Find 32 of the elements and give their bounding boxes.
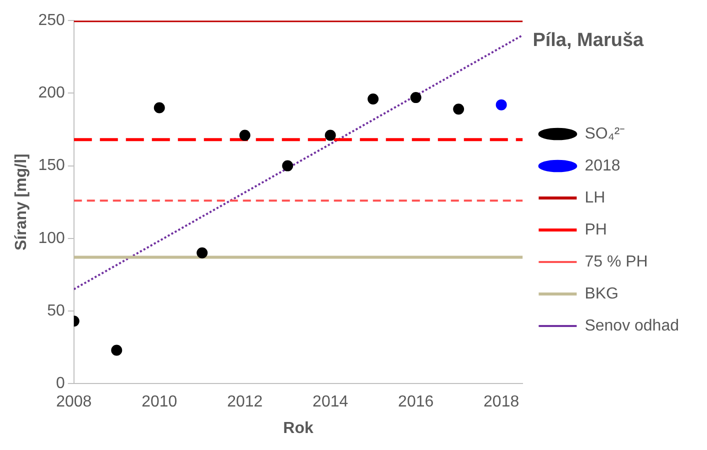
- point: [453, 104, 464, 115]
- point: [368, 94, 379, 105]
- text: Píla, Maruša: [532, 30, 644, 51]
- y-axis-title: Sírany [mg/l]: [13, 154, 30, 251]
- y-tick-label: 100: [38, 230, 65, 247]
- x-tick-label: 2008: [56, 394, 92, 411]
- point: [154, 102, 165, 114]
- y-tick-label: 150: [38, 157, 65, 174]
- x-axis-title: Rok: [283, 420, 314, 437]
- point: [239, 130, 250, 141]
- y-tick-label: 250: [38, 12, 65, 30]
- x-tick-label: 2014: [312, 394, 348, 411]
- legend-label: 75 % PH: [584, 253, 648, 270]
- x-tick-label: 2012: [227, 394, 263, 411]
- x-tick-label: 2016: [398, 394, 434, 411]
- y-tick-label: 200: [38, 84, 65, 102]
- legend-label: Senov odhad: [584, 317, 680, 334]
- legend-label: 2018: [584, 157, 620, 174]
- legend-label: LH: [584, 189, 606, 206]
- point: [324, 130, 336, 141]
- y-tick-label: 0: [56, 375, 65, 392]
- point: [196, 247, 208, 258]
- legend-label: PH: [584, 221, 607, 238]
- y-tick-label: 50: [47, 302, 65, 320]
- point: [496, 99, 507, 110]
- x-tick-label: 2018: [484, 394, 520, 411]
- point: [410, 92, 422, 104]
- legend-label: SO₄²⁻: [584, 125, 625, 142]
- legend-label: BKG: [584, 285, 618, 302]
- point: [111, 344, 122, 356]
- x-tick-label: 2010: [142, 394, 178, 411]
- point: [282, 160, 294, 172]
